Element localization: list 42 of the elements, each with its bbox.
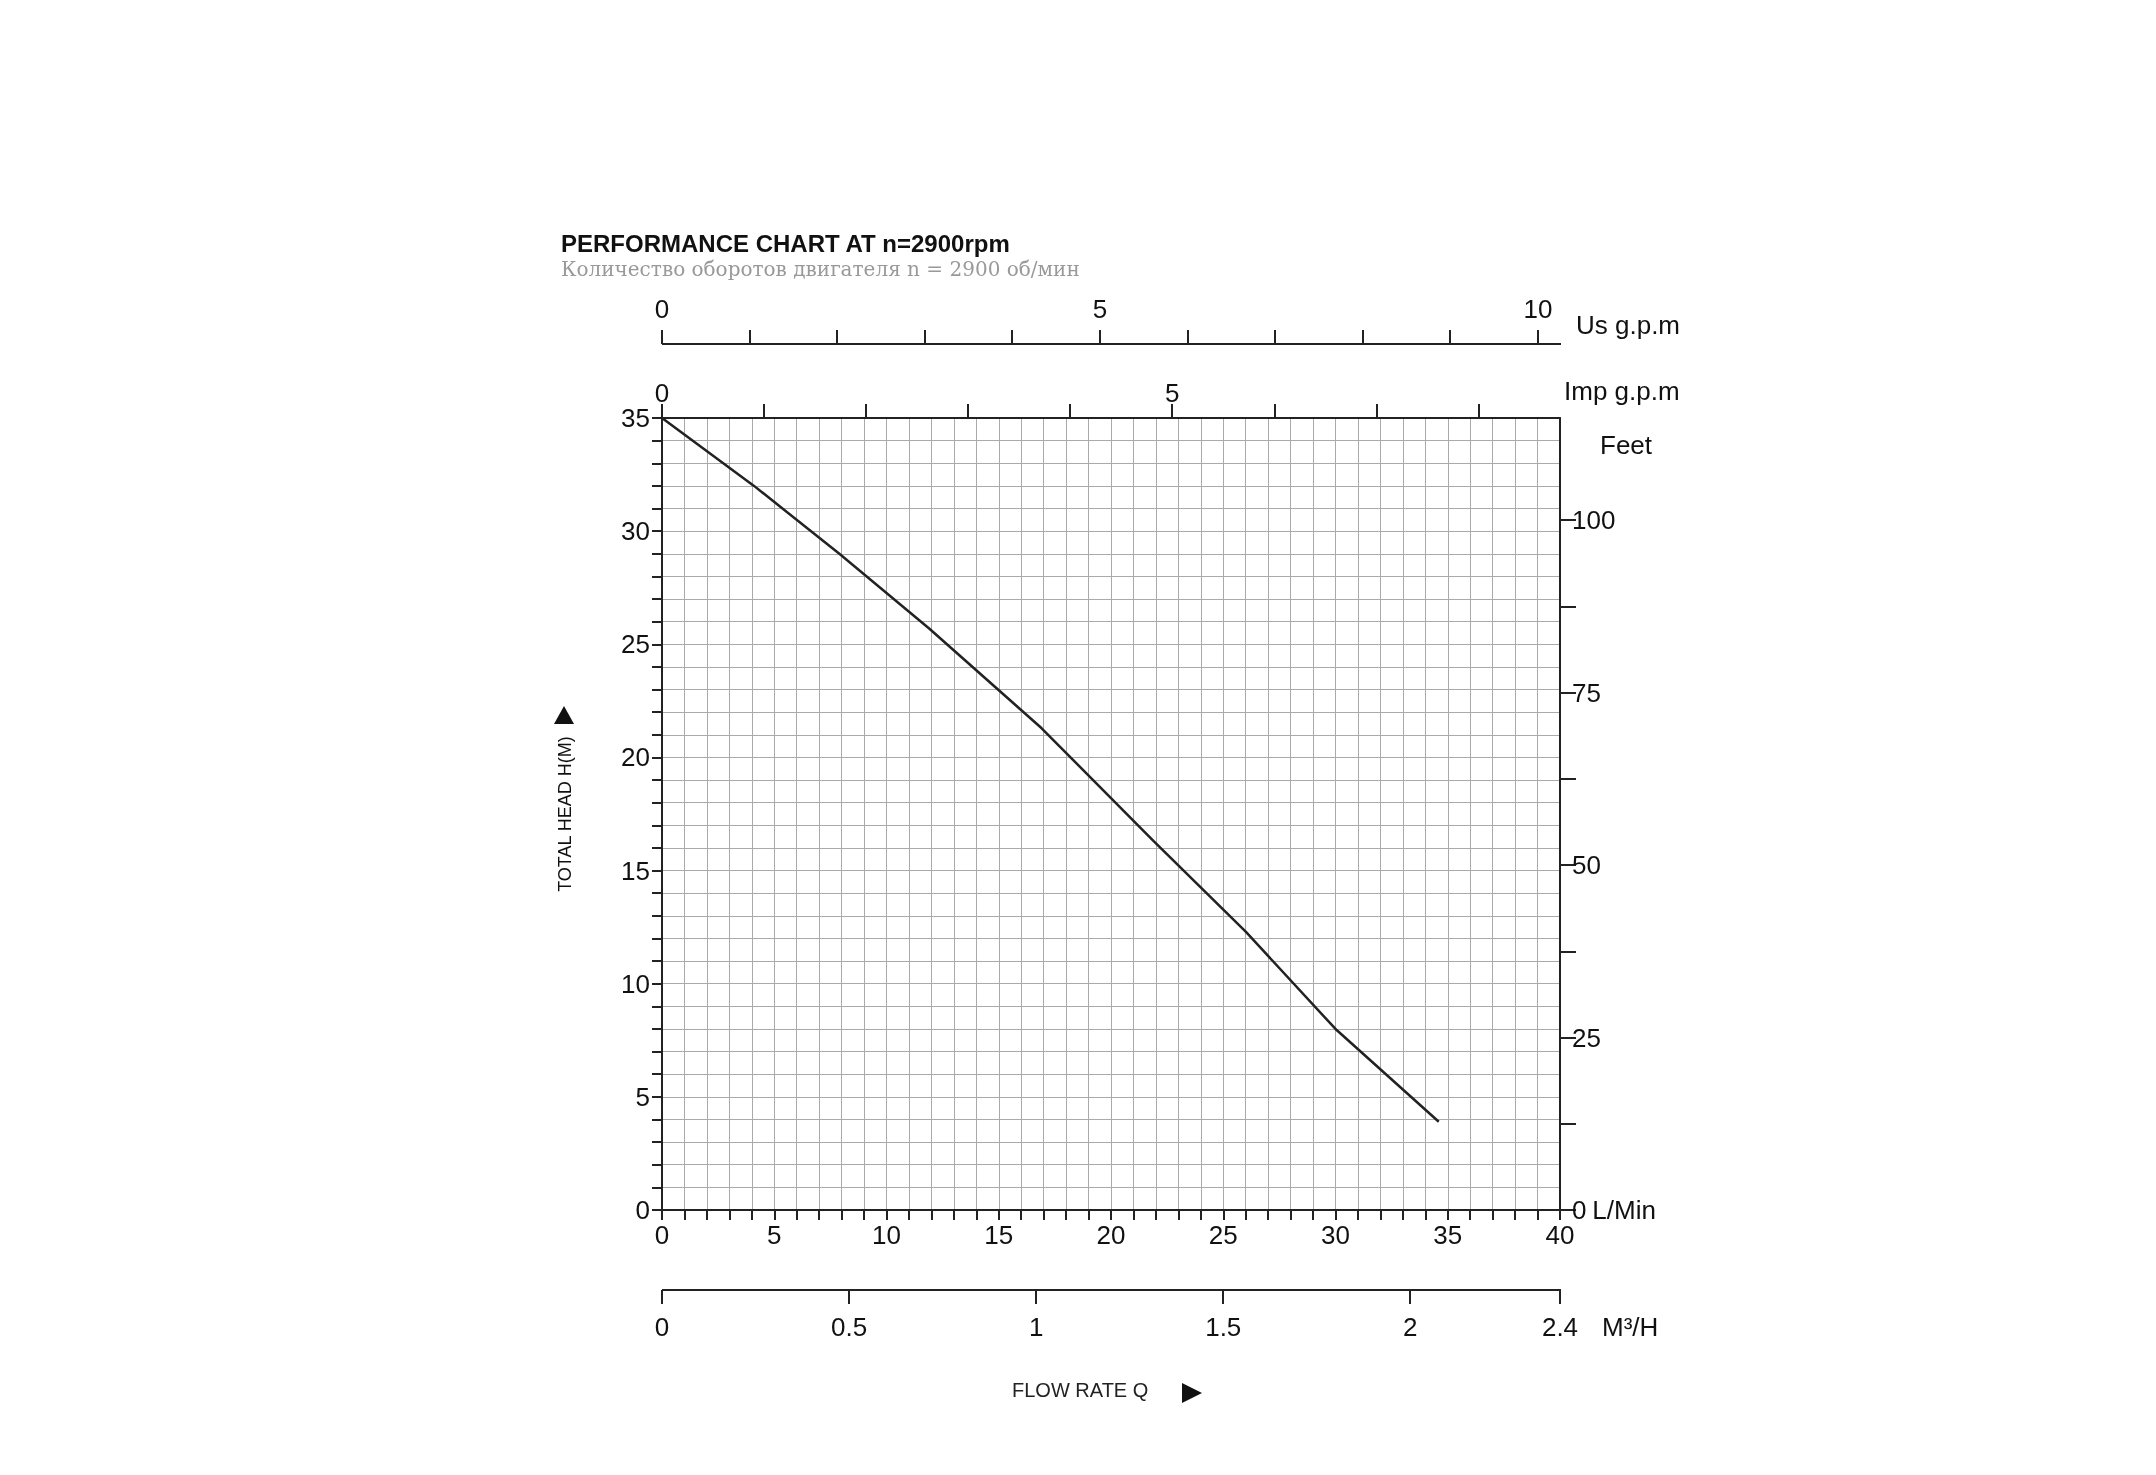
y-tick-label: 0 xyxy=(635,1195,650,1225)
x-tick-label: 5 xyxy=(767,1220,782,1250)
text: 0 xyxy=(654,1312,670,1342)
y-tick-label: 5 xyxy=(635,1081,650,1112)
x2-axis-title: Imp g.p.m xyxy=(1564,376,1680,406)
y-axis-title: TOTAL HEAD H(M) xyxy=(555,736,575,892)
x-tick-label: 20 xyxy=(1096,1220,1126,1250)
text: 2 xyxy=(1403,1312,1418,1342)
y2-tick-label: 100 xyxy=(1572,505,1616,536)
x2-tick-label: 0 xyxy=(654,378,670,408)
y2-tick-label: 50 xyxy=(1572,850,1601,881)
x-tick-label: 0 xyxy=(654,1220,670,1250)
text: 1 xyxy=(1028,1312,1044,1342)
text: 0.5 xyxy=(831,1312,868,1342)
y-tick-label: 30 xyxy=(621,516,650,547)
x-tick-label: 25 xyxy=(1208,1220,1238,1250)
text: M³/H xyxy=(1602,1312,1659,1342)
y-tick-label: 10 xyxy=(621,968,650,999)
text: FLOW RATE Q xyxy=(1012,1379,1149,1401)
y2-tick-label: 0 xyxy=(1572,1195,1587,1225)
chart-subtitle: Количество оборотов двигателя n = 2900 об/мин xyxy=(561,257,1080,281)
y-tick-label: 20 xyxy=(621,742,650,773)
text: Us g.p.m xyxy=(1576,310,1681,340)
y2-axis-title: Feet xyxy=(1600,430,1653,460)
y-tick-label: 25 xyxy=(621,629,650,660)
chart-title: PERFORMANCE CHART AT n=2900rpm xyxy=(561,229,1010,257)
text: 10 xyxy=(1523,294,1553,324)
text: 1.5 xyxy=(1205,1312,1242,1342)
x-axis-title: L/Min xyxy=(1592,1195,1656,1225)
y2-tick-label: 25 xyxy=(1572,1022,1601,1053)
text: 0 xyxy=(654,294,670,324)
y-tick-label: 35 xyxy=(621,403,650,433)
x-tick-label: 40 xyxy=(1545,1220,1575,1250)
text: 2.4 xyxy=(1541,1312,1579,1342)
x-tick-label: 30 xyxy=(1321,1220,1350,1250)
y-tick-label: 15 xyxy=(621,855,650,886)
x-tick-label: 15 xyxy=(984,1220,1014,1250)
text: 5 xyxy=(1092,294,1108,324)
x-tick-label: 35 xyxy=(1433,1220,1463,1250)
x2-tick-label: 5 xyxy=(1164,378,1180,408)
y2-tick-label: 75 xyxy=(1572,677,1601,708)
x-tick-label: 10 xyxy=(872,1220,901,1250)
